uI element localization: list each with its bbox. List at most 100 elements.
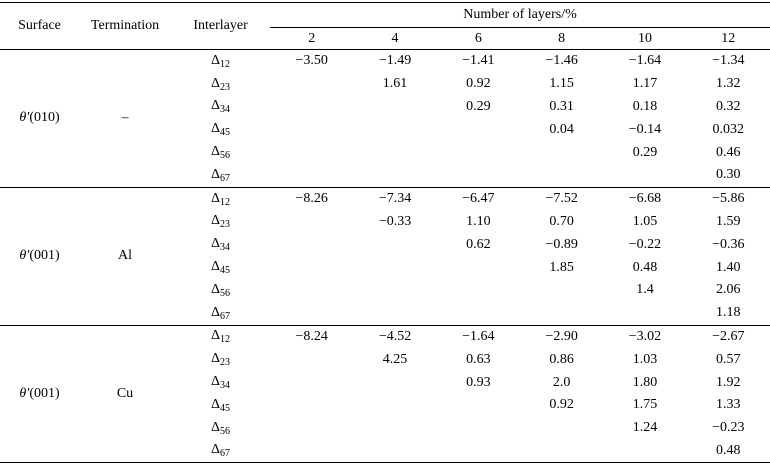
table-row: Δ23 −0.33 1.10 0.70 1.05 1.59 xyxy=(0,211,770,234)
value-cell xyxy=(353,118,436,141)
value-cell: 0.29 xyxy=(632,144,658,160)
interlayer-subscript: 56 xyxy=(220,425,231,437)
value-cell: 0.70 xyxy=(549,213,574,229)
table-group: θ′(001) Cu Δ12 −8.24 −4.52 −1.64 −2.90 −3.02 −2.… xyxy=(0,325,770,463)
value-cell: 1.15 xyxy=(549,76,574,92)
interlayer-cell: Δ56 xyxy=(171,279,270,302)
value-cell: 0.31 xyxy=(549,98,574,114)
value-cell: −1.64 xyxy=(628,53,662,69)
value-cell xyxy=(437,118,520,141)
surface-symbol: θ′ xyxy=(19,248,30,264)
value-cell xyxy=(353,164,436,187)
value-cell xyxy=(353,141,436,164)
surface-symbol: θ′ xyxy=(19,110,30,126)
header-layer-count: 10 xyxy=(603,27,687,50)
value-cell xyxy=(353,440,436,463)
table-row: Δ34 0.62 −0.89 −0.22 −0.36 xyxy=(0,233,770,256)
header-layer-count: 6 xyxy=(436,27,520,50)
value-cell xyxy=(353,371,436,394)
interlayer-cell: Δ34 xyxy=(171,233,270,256)
value-cell: 1.24 xyxy=(632,420,658,436)
value-cell xyxy=(353,233,436,256)
value-cell: 0.04 xyxy=(549,121,574,137)
value-cell xyxy=(520,302,603,325)
value-cell xyxy=(270,211,353,234)
interlayer-subscript: 12 xyxy=(220,334,231,346)
value-cell: −2.67 xyxy=(712,328,745,344)
value-cell: 1.92 xyxy=(716,374,741,390)
interlayer-subscript: 12 xyxy=(220,196,231,208)
delta-symbol: Δ xyxy=(211,419,221,435)
interlayer-subscript: 12 xyxy=(220,58,231,70)
value-cell xyxy=(353,417,436,440)
value-cell xyxy=(270,164,353,187)
value-cell: 2.06 xyxy=(716,282,741,298)
value-cell: 0.63 xyxy=(466,351,491,367)
table-row: Δ56 0.29 0.46 xyxy=(0,141,770,164)
value-cell: 4.25 xyxy=(382,351,408,367)
value-cell xyxy=(520,440,603,463)
surface-cell: θ′(001) xyxy=(0,325,79,463)
value-cell: 1.75 xyxy=(632,397,658,413)
value-cell: 0.92 xyxy=(466,76,491,92)
value-cell xyxy=(353,279,436,302)
value-cell xyxy=(520,417,603,440)
value-cell xyxy=(520,279,603,302)
interlayer-subscript: 23 xyxy=(220,357,231,369)
table-row: Δ56 1.24 −0.23 xyxy=(0,417,770,440)
value-cell xyxy=(270,96,353,119)
value-cell xyxy=(437,141,520,164)
value-cell: 0.46 xyxy=(716,144,741,160)
value-cell: 1.17 xyxy=(632,76,658,92)
value-cell xyxy=(437,279,520,302)
interlayer-cell: Δ67 xyxy=(171,440,270,463)
table-row: Δ67 0.48 xyxy=(0,440,770,463)
value-cell: −0.89 xyxy=(545,236,578,252)
delta-symbol: Δ xyxy=(211,213,221,229)
value-cell xyxy=(437,164,520,187)
interlayer-subscript: 45 xyxy=(220,265,231,277)
value-cell: 1.33 xyxy=(716,397,741,413)
table-row: Δ67 0.30 xyxy=(0,164,770,187)
value-cell: 1.40 xyxy=(716,259,741,275)
table-row: Δ23 4.25 0.63 0.86 1.03 0.57 xyxy=(0,348,770,371)
surface-symbol: θ′ xyxy=(19,385,30,401)
header-layer-count: 8 xyxy=(519,27,604,50)
termination-cell: – xyxy=(121,110,129,126)
value-cell: −0.22 xyxy=(628,236,662,252)
interlayer-cell: Δ34 xyxy=(171,371,270,394)
value-cell xyxy=(270,302,353,325)
surface-cell: θ′(010) xyxy=(0,50,79,188)
value-cell xyxy=(520,141,603,164)
value-cell: 1.4 xyxy=(636,282,654,298)
value-cell: 0.48 xyxy=(716,442,741,458)
delta-symbol: Δ xyxy=(211,236,221,252)
value-cell xyxy=(353,256,436,279)
value-cell: 1.59 xyxy=(716,213,741,229)
delta-symbol: Δ xyxy=(211,259,221,275)
value-cell: −0.23 xyxy=(712,420,745,436)
interlayer-cell: Δ23 xyxy=(171,73,270,96)
table-row: θ′(001) Al Δ12 −8.26 −7.34 −6.47 −7.52 −6.68 −5.… xyxy=(0,187,770,264)
surface-index: (001) xyxy=(29,385,60,401)
value-cell: −1.46 xyxy=(545,53,578,69)
value-cell xyxy=(270,118,353,141)
value-cell: 0.30 xyxy=(716,167,741,183)
value-cell: 1.03 xyxy=(632,351,658,367)
value-cell xyxy=(270,279,353,302)
value-cell: −6.47 xyxy=(462,191,495,207)
table-row: Δ45 0.04 −0.14 0.032 xyxy=(0,118,770,141)
value-cell xyxy=(603,164,686,187)
value-cell: 0.62 xyxy=(466,236,491,252)
value-cell xyxy=(353,96,436,119)
interlayer-cell: Δ56 xyxy=(171,141,270,164)
value-cell: 1.80 xyxy=(632,374,658,390)
header-interlayer: Interlayer xyxy=(193,18,248,33)
header-termination: Termination xyxy=(90,18,160,33)
value-cell xyxy=(270,73,353,96)
value-cell: −4.52 xyxy=(378,328,412,344)
value-cell xyxy=(353,302,436,325)
value-cell: 0.032 xyxy=(712,121,745,137)
value-cell xyxy=(270,417,353,440)
